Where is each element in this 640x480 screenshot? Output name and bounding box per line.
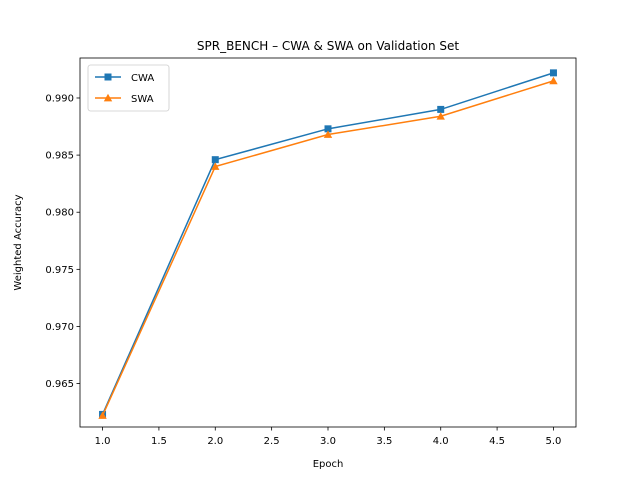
y-axis-label: Weighted Accuracy	[13, 194, 24, 290]
y-tick-label: 0.980	[45, 208, 74, 219]
legend-label-swa: SWA	[131, 94, 154, 105]
data-point-swa	[323, 130, 333, 138]
x-tick-label: 1.0	[95, 436, 111, 447]
y-tick-label: 0.990	[45, 93, 74, 104]
y-tick-label: 0.970	[45, 322, 74, 333]
legend-marker-swa	[103, 93, 113, 102]
legend-label-cwa: CWA	[131, 73, 154, 84]
data-point-swa	[98, 411, 107, 419]
x-axis-label: Epoch	[313, 459, 344, 470]
x-tick-label: 2.5	[264, 436, 280, 447]
legend-marker-cwa	[104, 73, 112, 81]
data-point-cwa	[324, 125, 332, 133]
chart-title: SPR_BENCH – CWA & SWA on Validation Set	[197, 39, 459, 53]
data-point-swa	[549, 76, 558, 85]
y-tick-label: 0.985	[45, 151, 74, 162]
data-point-cwa	[437, 105, 445, 113]
x-tick-label: 1.5	[151, 436, 167, 447]
data-point-swa	[436, 112, 445, 120]
x-tick-label: 3.5	[376, 436, 392, 447]
x-tick-label: 3.0	[320, 436, 336, 447]
data-point-swa	[211, 162, 220, 170]
legend: CWA SWA	[87, 64, 170, 112]
data-point-cwa	[211, 156, 219, 164]
x-tick-label: 4.5	[489, 436, 505, 447]
data-point-cwa	[549, 69, 557, 77]
x-tick-label: 5.0	[546, 436, 562, 447]
y-tick-label: 0.965	[45, 379, 74, 390]
x-tick-label: 2.0	[207, 436, 223, 447]
x-tick-label: 4.0	[433, 436, 449, 447]
y-tick-label: 0.975	[45, 265, 74, 276]
legend-box	[87, 64, 170, 112]
